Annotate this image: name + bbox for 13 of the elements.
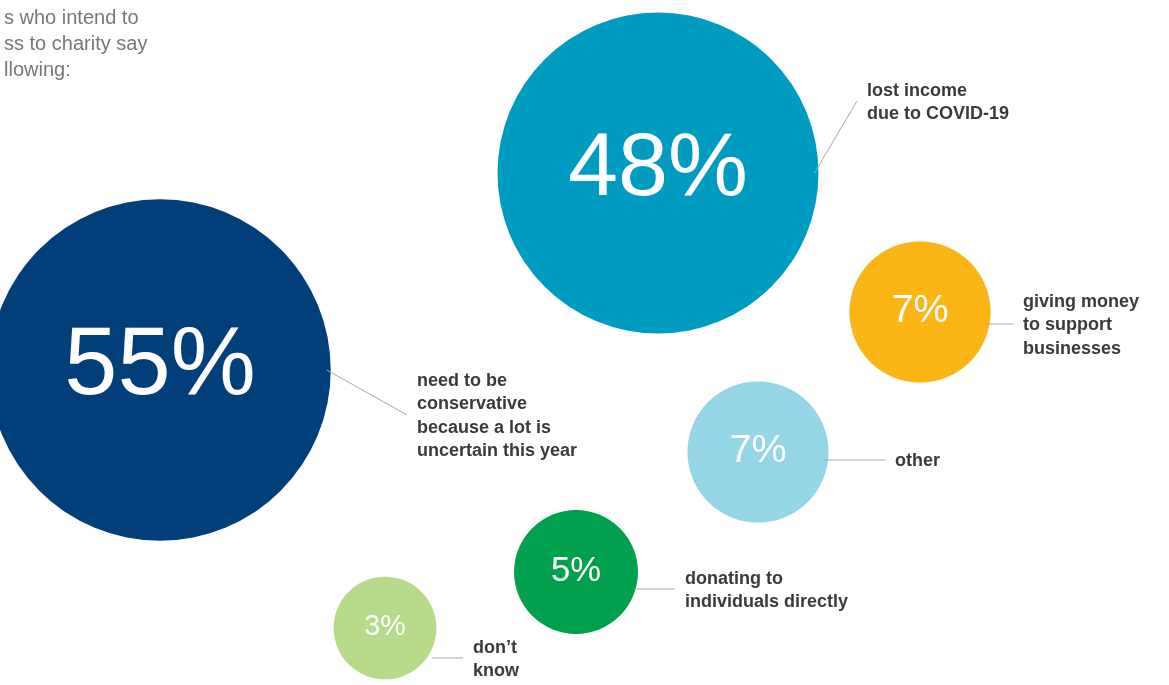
- text: s who intend to ss to charity say llowing:: [4, 6, 148, 80]
- category-label: don’t know: [473, 637, 520, 681]
- data-label: 3%: [364, 609, 406, 642]
- category-label: giving money to support businesses: [1023, 291, 1140, 358]
- data-label: 7%: [729, 425, 787, 470]
- data-label: 48%: [568, 114, 748, 215]
- data-label: 7%: [891, 285, 949, 330]
- category-label: donating to individuals directly: [685, 568, 849, 612]
- data-label: 55%: [64, 306, 256, 414]
- data-label: 5%: [550, 549, 602, 588]
- category-label: other: [895, 450, 940, 470]
- category-label: need to be conservative because a lot is uncertain this year: [417, 370, 578, 461]
- category-label: lost income due to COVID-19: [867, 80, 1010, 124]
